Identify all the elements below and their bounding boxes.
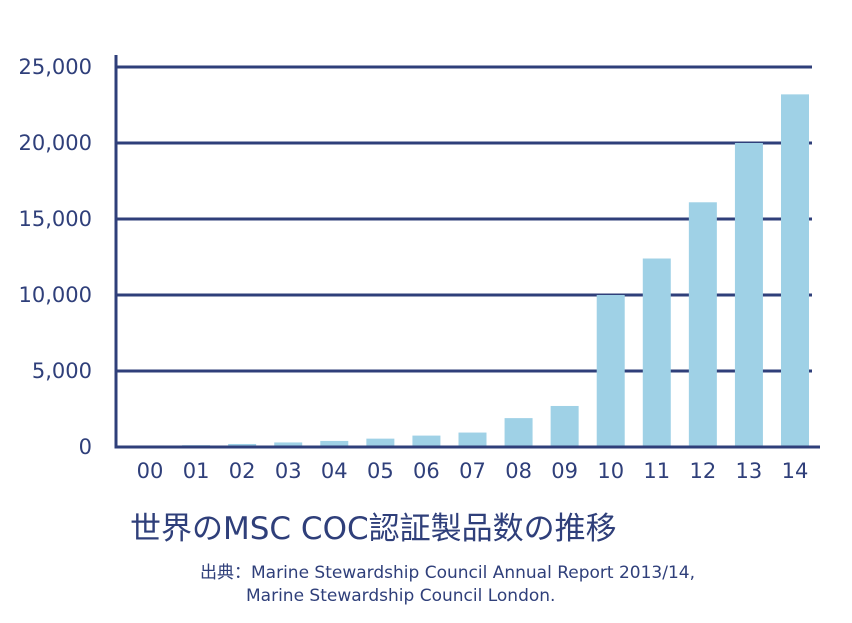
source-line-1: 出典：Marine Stewardship Council Annual Rep… [200, 563, 696, 583]
y-tick-label: 5,000 [32, 359, 92, 383]
source-note: 出典：Marine Stewardship Council Annual Rep… [200, 562, 695, 608]
chart-title: 世界のMSC COC認証製品数の推移 [130, 511, 617, 547]
x-tick-label: 05 [367, 459, 394, 483]
bar-08 [504, 418, 533, 447]
x-tick-label: 01 [183, 459, 210, 483]
bar-03 [274, 442, 303, 447]
x-tick-label: 06 [413, 459, 440, 483]
x-tick-label: 03 [275, 459, 302, 483]
bar-13 [734, 143, 763, 447]
y-tick-label: 10,000 [19, 283, 92, 307]
bar-14 [781, 94, 809, 448]
bar-11 [642, 258, 671, 447]
x-tick-labels: 00 01 02 03 04 05 06 07 08 09 10 11 12 13 14 [137, 459, 809, 483]
bar-10 [596, 295, 625, 447]
x-tick-label: 04 [321, 459, 348, 483]
bar-04 [320, 440, 349, 447]
x-tick-label: 02 [229, 459, 256, 483]
bar-06 [412, 435, 441, 447]
x-tick-label: 09 [551, 459, 578, 483]
y-tick-label: 20,000 [19, 131, 92, 155]
y-tick-label: 15,000 [19, 207, 92, 231]
x-tick-label: 07 [459, 459, 486, 483]
x-tick-label: 14 [782, 459, 809, 483]
bar-05 [366, 438, 395, 447]
x-tick-label: 12 [689, 459, 716, 483]
y-tick-label: 0 [79, 435, 92, 459]
x-tick-label: 13 [736, 459, 763, 483]
axes [114, 55, 820, 449]
bars [136, 94, 809, 448]
x-tick-label: 11 [643, 459, 670, 483]
source-line-2: Marine Stewardship Council London. [246, 586, 556, 606]
bar-07 [458, 432, 487, 447]
x-tick-label: 10 [597, 459, 624, 483]
y-tick-labels: 0 5,000 10,000 15,000 20,000 25,000 [19, 55, 92, 459]
bar-02 [228, 443, 257, 447]
y-tick-label: 25,000 [19, 55, 92, 79]
x-tick-label: 08 [505, 459, 532, 483]
bar-12 [688, 202, 717, 447]
x-tick-label: 00 [137, 459, 164, 483]
bar-09 [550, 405, 579, 447]
